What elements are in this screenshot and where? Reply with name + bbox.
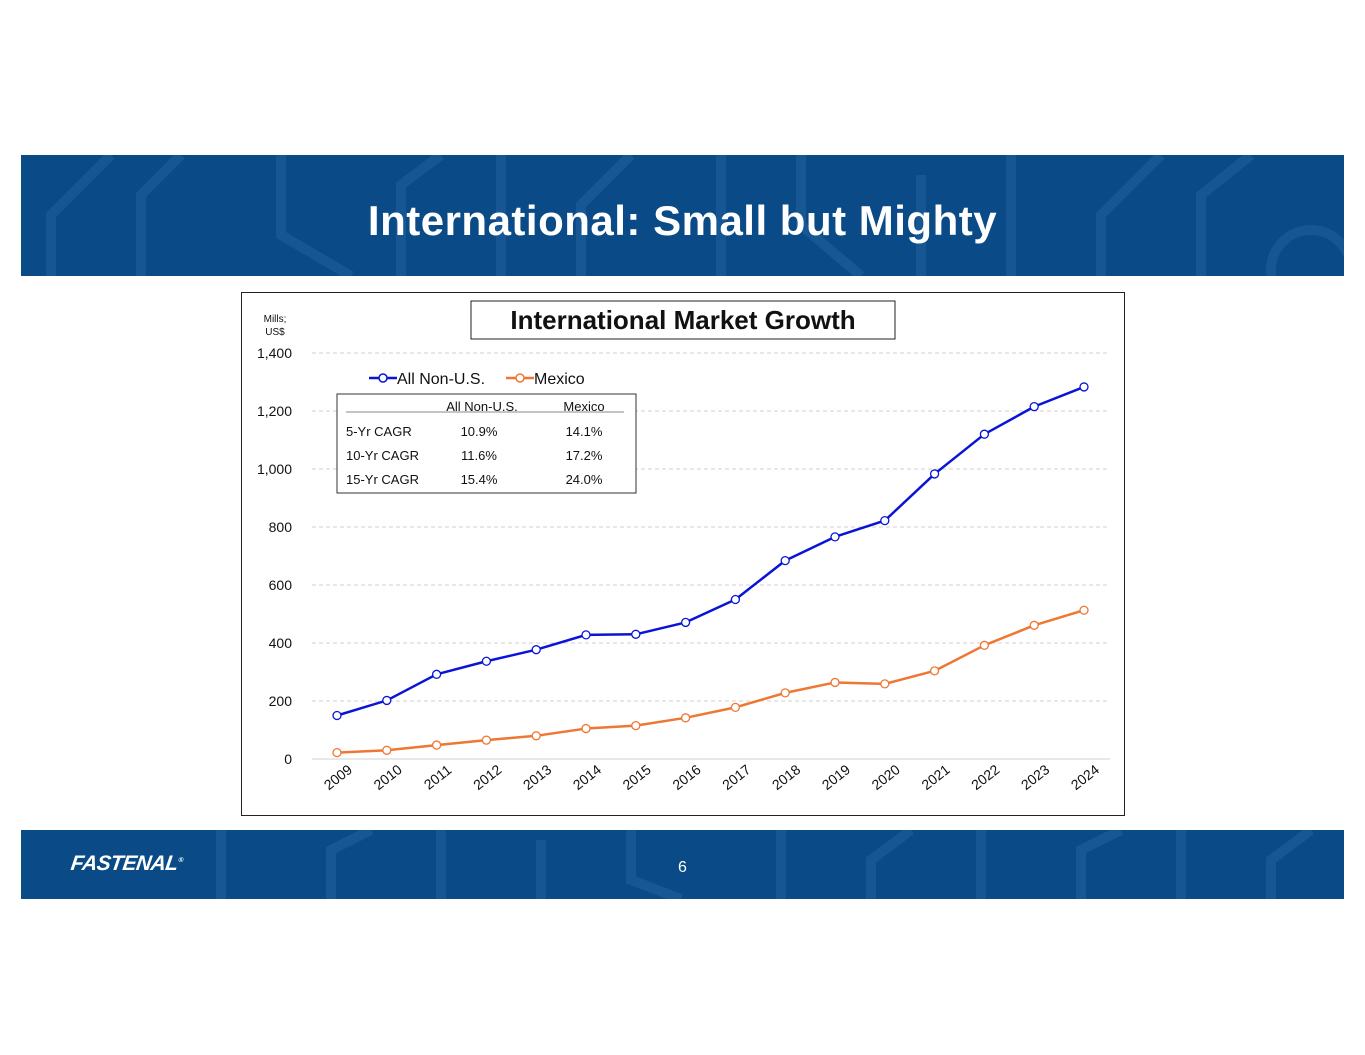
cagr-value-all-non-us: 10.9% xyxy=(461,424,498,439)
data-point-all-non-u-s xyxy=(481,656,492,666)
data-point-all-non-u-s xyxy=(680,617,691,628)
data-point-all-non-u-s xyxy=(382,695,392,706)
data-point-all-non-u-s xyxy=(631,629,641,639)
y-tick-label: 1,200 xyxy=(257,403,292,419)
data-point-mexico xyxy=(431,740,442,750)
page-number: 6 xyxy=(678,859,687,876)
y-tick-label: 1,000 xyxy=(257,461,292,477)
data-point-mexico xyxy=(531,731,541,741)
cagr-header-all-non-us: All Non-U.S. xyxy=(446,399,518,414)
y-tick-label: 600 xyxy=(269,577,293,593)
x-tick-label: 2009 xyxy=(321,761,356,793)
cagr-value-mexico: 24.0% xyxy=(566,472,603,487)
data-point-all-non-u-s xyxy=(880,515,890,526)
circuit-pattern-decoration xyxy=(46,155,1344,276)
y-tick-label: 400 xyxy=(269,635,293,651)
data-point-mexico xyxy=(382,745,392,755)
x-tick-label: 2019 xyxy=(819,761,854,793)
y-tick-label: 0 xyxy=(284,751,292,767)
x-tick-label: 2016 xyxy=(669,761,704,793)
legend-marker-mexico xyxy=(515,373,525,383)
chart-frame: 0 200 400 600 800 1,000 1,200 1,400 2009 2010 201… xyxy=(241,292,1125,816)
y-axis-label-line-2: US$ xyxy=(265,327,285,338)
data-point-mexico xyxy=(979,640,990,650)
y-tick-label: 200 xyxy=(269,693,293,709)
x-tick-label: 2018 xyxy=(769,761,804,793)
cagr-header-mexico: Mexico xyxy=(563,399,604,414)
gridlines xyxy=(312,352,1110,760)
cagr-value-mexico: 17.2% xyxy=(566,448,603,463)
cagr-table: All Non-U.S. Mexico 5-Yr CAGR 10.9% 14.1… xyxy=(336,393,637,494)
cagr-table-box xyxy=(336,393,637,494)
x-tick-label: 2017 xyxy=(719,761,754,793)
legend: All Non-U.S. Mexico xyxy=(369,371,585,388)
x-tick-label: 2021 xyxy=(918,761,953,793)
legend-label-all-non-us: All Non-U.S. xyxy=(397,371,485,388)
title-banner: International: Small but Mighty xyxy=(21,155,1344,276)
chart-title-box xyxy=(470,300,896,340)
data-point-all-non-u-s xyxy=(830,532,840,542)
data-point-mexico xyxy=(880,679,890,689)
x-tick-label: 2015 xyxy=(620,761,655,793)
chart-title: International Market Growth xyxy=(510,305,855,335)
cagr-value-mexico: 14.1% xyxy=(566,424,603,439)
y-axis-label-line-1: Mills; xyxy=(264,314,287,325)
cagr-value-all-non-us: 11.6% xyxy=(461,448,497,463)
cagr-row-label: 5-Yr CAGR xyxy=(346,424,412,439)
x-axis-ticks: 2009 2010 2011 2012 2013 2014 2015 2016 2017 2018… xyxy=(321,761,1103,793)
data-point-all-non-u-s xyxy=(730,594,741,605)
slide-title: International: Small but Mighty xyxy=(367,197,998,244)
legend-label-mexico: Mexico xyxy=(534,371,585,388)
x-tick-label: 2012 xyxy=(470,761,505,793)
data-point-all-non-u-s xyxy=(780,555,790,566)
x-tick-label: 2023 xyxy=(1018,761,1053,793)
y-axis-ticks: 0 200 400 600 800 1,000 1,200 1,400 xyxy=(257,345,292,767)
data-point-all-non-u-s xyxy=(531,645,541,655)
data-point-all-non-u-s xyxy=(929,469,940,479)
data-point-all-non-u-s xyxy=(431,669,442,679)
x-tick-label: 2024 xyxy=(1068,761,1103,793)
data-point-all-non-u-s xyxy=(1029,402,1039,412)
series-lines xyxy=(332,382,1089,758)
cagr-value-all-non-us: 15.4% xyxy=(461,472,498,487)
y-tick-label: 1,400 xyxy=(257,345,292,361)
data-point-mexico xyxy=(1029,620,1039,630)
x-tick-label: 2022 xyxy=(968,761,1003,793)
circuit-pattern-decoration xyxy=(216,830,1314,899)
data-point-all-non-u-s xyxy=(581,630,591,640)
data-point-mexico xyxy=(332,747,342,758)
legend-marker-all-non-us xyxy=(378,373,388,383)
international-market-growth-chart: 0 200 400 600 800 1,000 1,200 1,400 2009 2010 201… xyxy=(257,300,1110,793)
x-tick-label: 2011 xyxy=(421,761,455,792)
data-point-mexico xyxy=(929,666,940,676)
series-line-mexico xyxy=(336,609,1085,754)
x-tick-label: 2013 xyxy=(520,761,555,793)
data-point-mexico xyxy=(481,735,492,745)
data-point-mexico xyxy=(830,677,840,688)
series-line-all-non-u-s xyxy=(336,385,1085,717)
data-point-mexico xyxy=(730,702,741,713)
data-point-all-non-u-s xyxy=(1079,382,1089,392)
x-tick-label: 2014 xyxy=(570,761,605,793)
cagr-row-label: 10-Yr CAGR xyxy=(346,448,419,463)
data-point-all-non-u-s xyxy=(979,429,990,439)
y-tick-label: 800 xyxy=(269,519,293,535)
data-point-all-non-u-s xyxy=(332,710,342,721)
cagr-row-label: 15-Yr CAGR xyxy=(346,472,419,487)
data-point-mexico xyxy=(680,713,691,723)
data-point-mexico xyxy=(1079,605,1089,615)
x-tick-label: 2010 xyxy=(371,761,406,793)
data-point-mexico xyxy=(780,688,790,698)
data-point-mexico xyxy=(581,723,591,734)
x-tick-label: 2020 xyxy=(869,761,904,793)
footer-banner: FASTENAL® 6 xyxy=(21,830,1344,899)
data-point-mexico xyxy=(631,720,641,731)
